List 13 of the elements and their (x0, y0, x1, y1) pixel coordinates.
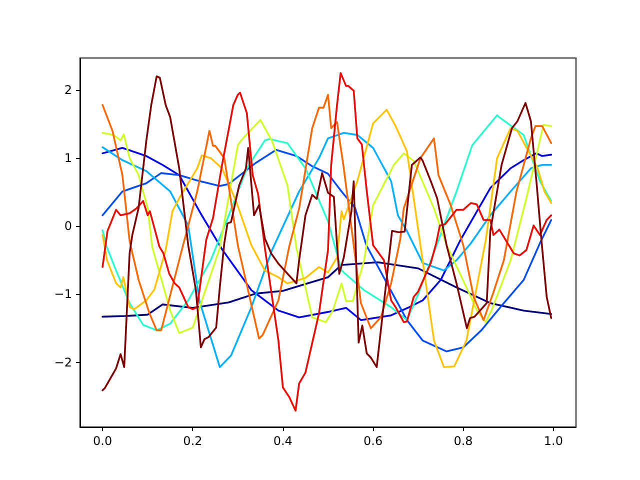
x-tick-label: 0.2 (183, 434, 202, 448)
x-tick-label: 1.0 (544, 434, 563, 448)
x-tick-label: 0.8 (454, 434, 473, 448)
y-tick-label: −1 (54, 287, 72, 302)
y-tick-label: 2 (64, 83, 72, 97)
x-tick-label: 0.0 (93, 434, 112, 448)
x-tick-label: 0.4 (273, 434, 292, 448)
line-series (102, 261, 552, 318)
y-tick-label: −2 (54, 355, 72, 370)
line-series (102, 146, 552, 322)
x-tick-label: 0.6 (364, 434, 383, 448)
y-tick-label: 0 (64, 219, 72, 234)
y-tick-label: 1 (64, 151, 72, 166)
